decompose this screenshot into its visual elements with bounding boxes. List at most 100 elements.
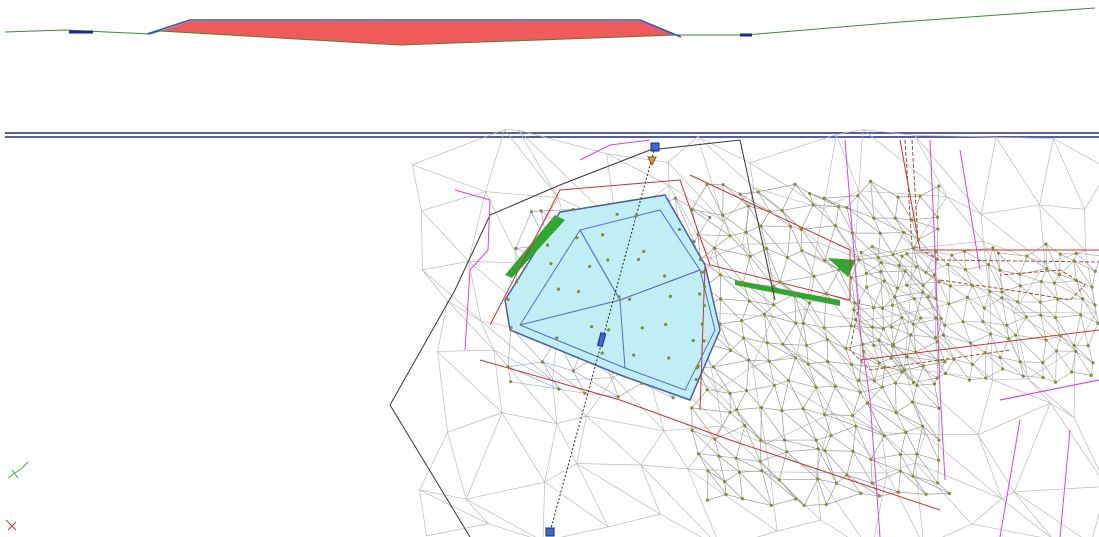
- survey-point: [950, 253, 954, 257]
- survey-point: [575, 236, 579, 240]
- survey-point: [718, 297, 723, 301]
- ucs-icon: [7, 461, 29, 479]
- survey-point: [1021, 374, 1025, 378]
- survey-point: [677, 227, 681, 232]
- survey-point: [943, 323, 947, 327]
- survey-point: [814, 385, 818, 389]
- survey-point: [539, 209, 543, 213]
- survey-point: [970, 362, 975, 367]
- survey-point: [1086, 344, 1090, 348]
- survey-point: [904, 430, 908, 434]
- survey-point: [780, 408, 784, 413]
- survey-point: [634, 214, 638, 218]
- survey-point: [767, 359, 771, 363]
- survey-point: [984, 376, 988, 380]
- survey-point: [778, 280, 782, 284]
- survey-point: [696, 233, 700, 237]
- survey-point: [869, 179, 873, 183]
- slope-hatch: [735, 280, 840, 306]
- survey-point: [811, 203, 815, 207]
- survey-point: [878, 231, 882, 235]
- survey-point: [1072, 259, 1076, 263]
- survey-point: [769, 503, 773, 508]
- survey-point: [793, 356, 798, 360]
- survey-point: [760, 469, 764, 473]
- survey-point: [912, 297, 916, 301]
- survey-point: [921, 283, 925, 288]
- survey-point: [896, 195, 900, 199]
- survey-point: [936, 227, 940, 231]
- survey-point: [729, 348, 733, 352]
- survey-point: [696, 452, 701, 456]
- survey-point: [1052, 281, 1056, 285]
- survey-point: [937, 280, 941, 284]
- survey-point: [718, 273, 723, 277]
- survey-point: [934, 297, 938, 301]
- survey-point: [1090, 285, 1094, 289]
- survey-point: [1044, 266, 1049, 271]
- survey-point: [724, 492, 728, 497]
- grip[interactable]: [596, 332, 607, 348]
- survey-point: [759, 406, 764, 410]
- survey-point: [915, 452, 919, 456]
- survey-point: [785, 450, 789, 454]
- slope-hatch: [828, 258, 856, 277]
- survey-point: [891, 342, 896, 347]
- survey-point: [845, 205, 849, 210]
- survey-point: [673, 196, 677, 200]
- survey-point: [911, 380, 916, 384]
- grip[interactable]: [545, 527, 555, 537]
- survey-point: [571, 207, 575, 212]
- survey-point: [777, 478, 781, 482]
- survey-point: [741, 280, 745, 285]
- survey-point: [998, 268, 1002, 272]
- survey-point: [910, 218, 914, 222]
- survey-point: [721, 183, 725, 187]
- parcel-line: [929, 139, 946, 481]
- survey-point: [759, 224, 763, 228]
- survey-point: [786, 378, 791, 383]
- slope-hatch: [505, 215, 565, 278]
- grip[interactable]: [650, 142, 660, 152]
- survey-point: [728, 391, 732, 395]
- survey-point: [740, 319, 744, 323]
- survey-point: [738, 192, 742, 196]
- survey-point: [943, 371, 948, 376]
- survey-point: [801, 321, 805, 325]
- survey-point: [668, 294, 673, 298]
- survey-point: [933, 336, 938, 340]
- survey-point: [772, 285, 776, 289]
- survey-point: [900, 370, 904, 374]
- survey-point: [947, 491, 951, 495]
- survey-point: [785, 255, 790, 260]
- survey-point: [759, 438, 763, 442]
- survey-point: [824, 292, 828, 296]
- survey-point: [921, 424, 925, 428]
- survey-point: [1018, 284, 1022, 288]
- survey-point: [807, 301, 811, 305]
- survey-point: [870, 325, 875, 329]
- survey-point: [712, 246, 716, 250]
- survey-point: [877, 361, 881, 365]
- survey-point: [837, 268, 841, 272]
- survey-point: [921, 364, 925, 368]
- survey-point: [1093, 303, 1097, 307]
- survey-point: [988, 289, 992, 294]
- survey-point: [935, 376, 939, 380]
- survey-point: [859, 491, 863, 495]
- survey-point: [991, 246, 995, 250]
- survey-point: [556, 287, 561, 291]
- survey-point: [1044, 338, 1048, 342]
- survey-point: [690, 207, 694, 212]
- survey-point: [1074, 251, 1078, 255]
- survey-point: [1039, 313, 1043, 317]
- survey-point: [876, 255, 880, 260]
- survey-point: [853, 301, 857, 305]
- survey-point: [728, 234, 732, 238]
- survey-point: [857, 258, 861, 262]
- survey-point: [849, 324, 853, 328]
- survey-point: [1016, 300, 1020, 304]
- survey-point: [829, 433, 833, 438]
- survey-point: [996, 251, 1000, 255]
